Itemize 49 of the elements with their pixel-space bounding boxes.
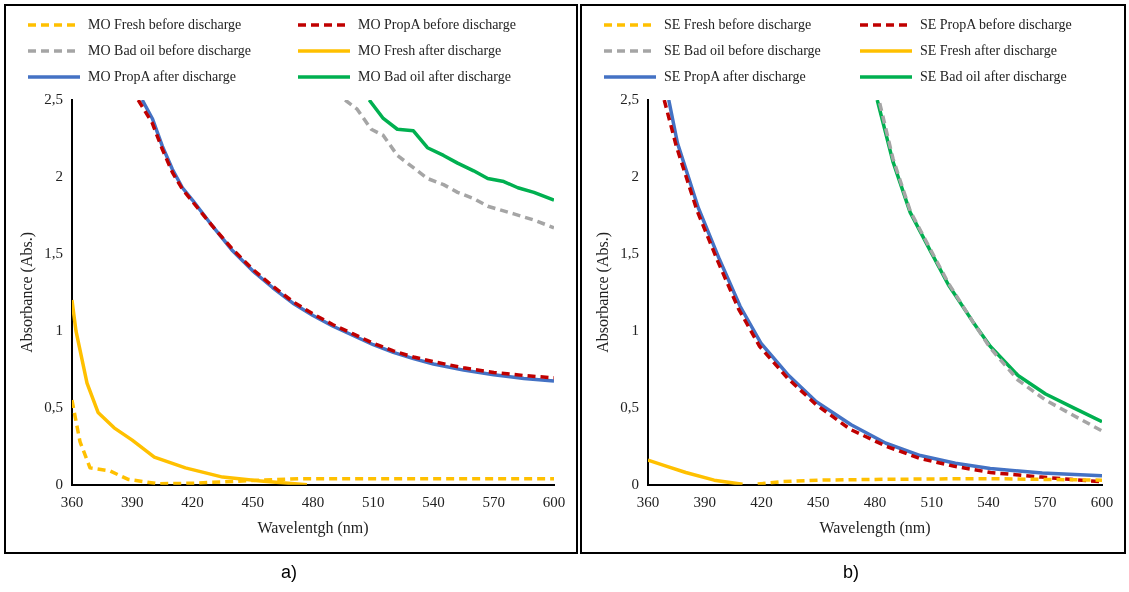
y-tick-label: 0 <box>55 475 63 492</box>
x-tick-label: 510 <box>361 493 385 510</box>
x-tick-label: 450 <box>806 493 830 510</box>
x-tick-label: 600 <box>1090 493 1114 510</box>
y-tick-label: 0 <box>631 475 639 492</box>
line-series <box>343 100 554 230</box>
y-tick-label: 0,5 <box>44 398 63 415</box>
legend-label: SE Bad oil after discharge <box>920 69 1067 85</box>
y-tick-label: 1 <box>631 321 639 338</box>
x-tick-label: 420 <box>750 493 773 510</box>
text: b) <box>843 562 860 583</box>
x-tick-label: 600 <box>542 493 566 510</box>
x-tick-label: 570 <box>482 493 505 510</box>
x-tick-label: 390 <box>120 493 144 510</box>
legend-label: MO PropA before discharge <box>358 17 516 33</box>
legend-label: MO Fresh after discharge <box>358 43 502 59</box>
y-axis-title: Absorbance (Abs.) <box>593 231 612 353</box>
y-tick-label: 1,5 <box>44 244 63 261</box>
legend-label: SE Bad oil before discharge <box>664 43 821 59</box>
legend-label: SE PropA before discharge <box>920 17 1072 33</box>
y-tick-label: 2,5 <box>620 90 639 107</box>
x-tick-label: 360 <box>60 493 84 510</box>
legend-label: MO Bad oil after discharge <box>358 69 511 85</box>
y-tick-label: 1 <box>55 321 63 338</box>
x-tick-label: 540 <box>977 493 1000 510</box>
y-tick-label: 1,5 <box>620 244 639 261</box>
x-tick-label: 390 <box>693 493 716 510</box>
y-tick-label: 2 <box>631 167 639 184</box>
y-tick-label: 2 <box>55 167 63 184</box>
x-tick-label: 420 <box>181 493 204 510</box>
x-tick-label: 510 <box>920 493 943 510</box>
legend-label: MO Bad oil before discharge <box>88 43 252 59</box>
x-tick-label: 540 <box>422 493 445 510</box>
x-tick-label: 360 <box>636 493 660 510</box>
y-axis-title: Absorbance (Abs.) <box>17 231 36 353</box>
legend-label: MO Fresh before discharge <box>88 17 242 33</box>
x-tick-label: 480 <box>301 493 325 510</box>
x-axis-title: Wavelength (nm) <box>819 518 931 537</box>
x-tick-label: 480 <box>863 493 887 510</box>
y-tick-label: 0,5 <box>620 398 639 415</box>
legend-label: SE PropA after discharge <box>664 69 806 85</box>
x-tick-label: 450 <box>241 493 264 510</box>
text: a) <box>281 562 298 583</box>
legend-label: SE Fresh after discharge <box>920 43 1057 59</box>
y-tick-label: 2,5 <box>44 90 63 107</box>
legend-label: MO PropA after discharge <box>88 69 236 85</box>
x-tick-label: 570 <box>1033 493 1057 510</box>
x-axis-title: Wavelentgh (nm) <box>257 518 369 537</box>
legend-label: SE Fresh before discharge <box>664 17 812 33</box>
